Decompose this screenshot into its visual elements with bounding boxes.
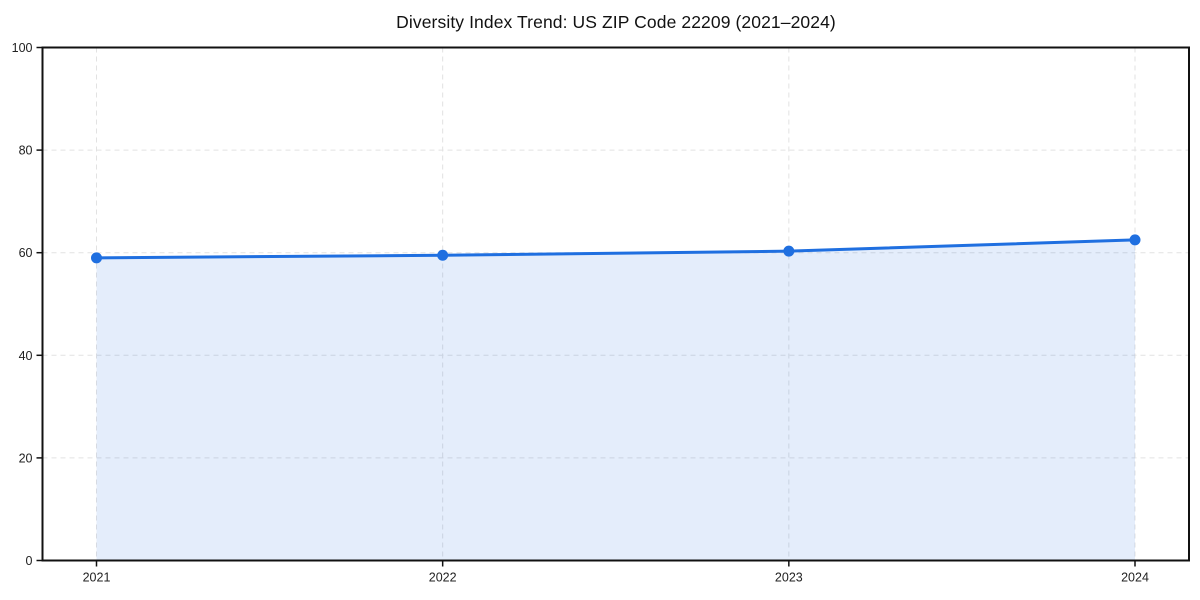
y-axis-tick-label: 20 — [19, 451, 33, 465]
plot-border — [41, 46, 1190, 562]
x-axis-tick-label: 2022 — [429, 571, 457, 585]
y-axis-tick-label: 60 — [19, 246, 33, 260]
y-axis-tick-label: 80 — [19, 144, 33, 158]
data-point-marker — [91, 252, 102, 264]
data-point-marker — [437, 249, 449, 261]
x-axis-tick-label: 2023 — [775, 571, 803, 585]
y-axis-tick-label: 40 — [19, 349, 33, 363]
area-fill — [96, 239, 1135, 561]
y-axis-tick-label: 0 — [26, 554, 33, 568]
data-point-marker — [783, 245, 795, 257]
chart-title: Diversity Index Trend: US ZIP Code 22209… — [396, 12, 836, 32]
data-point-marker — [1129, 234, 1141, 246]
y-axis-tick-label: 100 — [12, 41, 33, 55]
x-axis-tick-label: 2024 — [1121, 571, 1149, 585]
trend-line — [95, 238, 1137, 260]
x-axis-tick-label: 2021 — [83, 571, 111, 585]
